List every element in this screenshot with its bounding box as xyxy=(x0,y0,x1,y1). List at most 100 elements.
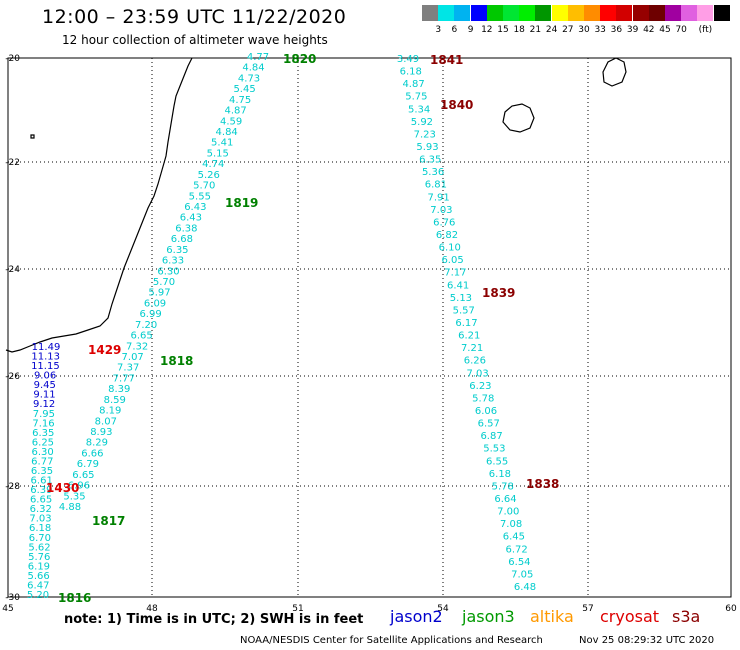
wave-height-label: 5.53 xyxy=(483,444,505,455)
y-tick-label: -30 xyxy=(5,593,20,603)
wave-height-label: 6.06 xyxy=(475,406,497,417)
wave-height-label: 6.64 xyxy=(494,494,516,505)
wave-height-label: 4.74 xyxy=(202,159,224,170)
wave-height-label: 6.47 xyxy=(27,580,49,591)
wave-height-label: 8.07 xyxy=(95,416,117,427)
wave-height-label: 6.76 xyxy=(433,217,455,228)
track-pass-1816: 5.206.475.666.195.765.626.706.187.036.32… xyxy=(27,342,60,601)
color-swatch xyxy=(503,5,519,21)
color-swatch xyxy=(486,5,503,21)
wave-height-label: 6.57 xyxy=(478,419,500,430)
color-swatch xyxy=(648,5,665,21)
wave-height-label: 6.38 xyxy=(175,223,197,234)
wave-height-label: 6.17 xyxy=(455,318,477,329)
wave-height-label: 5.93 xyxy=(416,142,438,153)
wave-height-label: 9.11 xyxy=(33,390,55,401)
wave-height-label: 8.29 xyxy=(86,438,108,449)
color-scale-label: 6 xyxy=(451,25,458,35)
satellite-legend-jason3: jason3 xyxy=(462,607,515,626)
wave-height-label: 6.35 xyxy=(166,245,188,256)
wave-height-label: 11.15 xyxy=(31,361,60,372)
wave-height-label: 6.23 xyxy=(469,381,491,392)
pass-time-label: 1816 xyxy=(58,591,91,605)
wave-height-label: 6.65 xyxy=(130,331,152,342)
pass-time-label: 1819 xyxy=(225,196,258,210)
wave-height-label: 8.93 xyxy=(90,427,112,438)
wave-height-label: 6.70 xyxy=(29,533,51,544)
wave-height-label: 11.49 xyxy=(32,342,61,353)
color-swatch xyxy=(697,5,714,21)
wave-height-label: 6.96 xyxy=(68,481,90,492)
color-scale-label: 39 xyxy=(626,25,639,35)
wave-height-label: 8.39 xyxy=(108,384,130,395)
wave-height-label: 6.77 xyxy=(31,456,53,467)
color-swatch xyxy=(616,5,633,21)
pass-time-label: 1817 xyxy=(92,514,125,528)
x-tick-label: 51 xyxy=(292,604,303,614)
wave-height-label: 7.07 xyxy=(122,352,144,363)
wave-height-label: 7.37 xyxy=(117,363,139,374)
wave-height-label: 4.75 xyxy=(229,95,251,106)
color-scale-label: (ft) xyxy=(698,25,713,35)
wave-height-label: 6.26 xyxy=(464,356,486,367)
wave-height-label: 6.65 xyxy=(72,470,94,481)
wave-height-label: 7.16 xyxy=(32,418,54,429)
color-scale-label: 27 xyxy=(562,25,574,35)
wave-height-label: 5.13 xyxy=(450,293,472,304)
color-scale-label: 9 xyxy=(467,25,474,35)
x-tick-label: 54 xyxy=(437,604,449,614)
track-pass-1817: 4.885.356.966.656.796.668.298.938.078.19… xyxy=(59,52,269,513)
wave-height-label: 11.13 xyxy=(31,352,60,363)
wave-height-label: 5.20 xyxy=(27,590,49,601)
satellite-legend-jason2: jason2 xyxy=(390,607,443,626)
wave-height-label: 8.59 xyxy=(104,395,126,406)
madagascar-coastline xyxy=(5,57,193,353)
wave-height-label: 9.45 xyxy=(34,380,56,391)
wave-height-label: 5.15 xyxy=(207,148,229,159)
color-swatch xyxy=(551,5,568,21)
axis-ticks: 45 48 51 54 57 60 -20 -22 -24 -26 -28 -30 xyxy=(2,54,737,614)
color-scale-label: 3 xyxy=(435,25,442,35)
wave-height-label: 5.41 xyxy=(211,138,233,149)
wave-height-label: 6.09 xyxy=(144,298,166,309)
wave-height-label: 6.82 xyxy=(436,230,458,241)
track-pass-1838: 3.496.184.875.755.345.927.235.936.355.36… xyxy=(397,54,536,593)
wave-height-label: 7.03 xyxy=(430,205,452,216)
wave-height-label: 5.62 xyxy=(28,542,50,553)
wave-height-label: 5.97 xyxy=(148,288,170,299)
wave-height-label: 7.20 xyxy=(135,320,157,331)
y-tick-label: -26 xyxy=(5,372,20,382)
wave-height-label: 7.03 xyxy=(467,368,489,379)
wave-height-label: 5.78 xyxy=(472,393,494,404)
color-scale-label: 30 xyxy=(578,25,590,35)
color-swatch xyxy=(470,5,487,21)
wave-height-label: 9.06 xyxy=(34,371,56,382)
y-tick-label: -20 xyxy=(5,54,20,64)
color-swatch xyxy=(681,5,698,21)
color-swatch xyxy=(600,5,617,21)
color-swatch xyxy=(584,5,600,21)
color-swatch xyxy=(713,5,730,21)
wave-height-label: 6.66 xyxy=(81,448,103,459)
map-title: 12:00 – 23:59 UTC 11/22/2020 xyxy=(42,6,347,28)
color-scale-label: 21 xyxy=(529,25,542,35)
mauritius-island xyxy=(602,57,627,87)
wave-height-label: 6.25 xyxy=(32,437,54,448)
wave-height-label: 7.77 xyxy=(113,373,135,384)
wave-height-label: 6.10 xyxy=(439,243,461,254)
wave-height-label: 5.75 xyxy=(405,92,427,103)
small-island xyxy=(30,134,35,139)
color-scale-label: 24 xyxy=(545,25,558,35)
pass-time-label: 1429 xyxy=(88,343,121,357)
color-swatch xyxy=(422,5,438,21)
wave-height-label: 6.43 xyxy=(184,202,206,213)
wave-height-label: 6.32 xyxy=(30,504,52,515)
wave-height-label: 6.87 xyxy=(480,431,502,442)
color-swatch xyxy=(632,5,649,21)
wave-height-label: 6.35 xyxy=(31,466,53,477)
wave-height-label: 5.57 xyxy=(453,305,475,316)
pass-time-label: 1820 xyxy=(283,52,316,66)
wave-height-label: 4.73 xyxy=(238,73,260,84)
wave-height-label: 6.43 xyxy=(180,213,202,224)
wave-height-label: 6.72 xyxy=(506,544,528,555)
